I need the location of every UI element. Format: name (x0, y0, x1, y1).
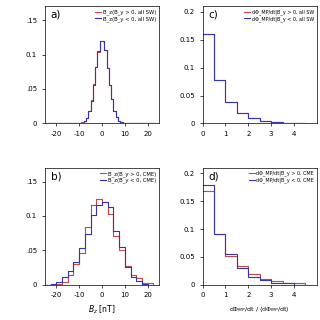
X-axis label: $B_z$ [nT]: $B_z$ [nT] (88, 304, 116, 316)
X-axis label: d$\Phi_{MP}$/dt / $\langle$d$\Phi_{MP}$/dt$\rangle$: d$\Phi_{MP}$/dt / $\langle$d$\Phi_{MP}$/… (229, 304, 290, 314)
Legend: dΦ_MP/dt|B_y > 0, all SW, dΦ_MP/dt|B_y < 0, all SW: dΦ_MP/dt|B_y > 0, all SW, dΦ_MP/dt|B_y <… (244, 9, 314, 22)
Legend: B_z(B_y > 0, all SW), B_z(B_y < 0, all SW): B_z(B_y > 0, all SW), B_z(B_y < 0, all S… (94, 9, 156, 22)
Text: a): a) (51, 10, 61, 20)
Text: d): d) (208, 171, 219, 181)
Legend: dΦ_MP/dt|B_y > 0, CME, dΦ_MP/dt|B_y < 0, CME: dΦ_MP/dt|B_y > 0, CME, dΦ_MP/dt|B_y < 0,… (248, 170, 314, 184)
Text: b): b) (51, 171, 61, 181)
Text: c): c) (208, 10, 218, 20)
Legend: B_z(B_y > 0, CME), B_z(B_y < 0, CME): B_z(B_y > 0, CME), B_z(B_y < 0, CME) (99, 171, 156, 184)
